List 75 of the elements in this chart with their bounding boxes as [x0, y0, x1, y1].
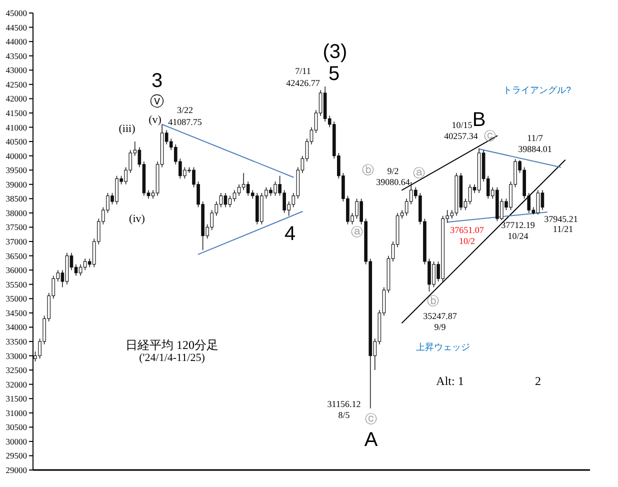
annotation: (iii) [118, 123, 136, 135]
y-tick-label: 29500 [6, 450, 27, 461]
annotation: 31156.12 [327, 399, 361, 409]
y-tick-label: 30500 [6, 422, 27, 432]
y-tick-label: 39500 [6, 165, 27, 176]
annotation: ⓥ [150, 93, 164, 109]
y-tick-label: 36500 [6, 250, 27, 261]
annotation: A [364, 429, 378, 451]
annotation: ⓑ [427, 294, 439, 308]
y-tick-label: 31500 [6, 394, 27, 404]
y-tick-label: 37000 [6, 236, 27, 246]
annotation: 37945.21 [544, 214, 578, 224]
y-tick-label: 44500 [6, 22, 27, 32]
y-tick-label: 42500 [6, 79, 27, 90]
annotation: 8/5 [338, 410, 350, 420]
annotation: 39080.64 [376, 177, 410, 187]
annotation: ⓐ [351, 225, 363, 239]
annotation: 9/2 [387, 166, 399, 176]
annotation: (3) [322, 41, 348, 63]
annotation: ('24/1/4-11/25) [139, 352, 206, 364]
annotation: B [472, 109, 486, 131]
annotation: 10/2 [458, 236, 476, 246]
annotation: 5 [328, 63, 340, 85]
y-tick-label: 42000 [6, 94, 27, 104]
annotation: ⓐ [413, 166, 425, 180]
y-tick-label: 41000 [6, 122, 27, 132]
annotation: 10/24 [508, 231, 529, 241]
y-tick-label: 40000 [6, 150, 27, 161]
y-tick-label: 45000 [6, 8, 27, 18]
annotation: Alt: 1 [436, 374, 464, 388]
y-tick-label: 36000 [6, 265, 27, 276]
y-tick-label: 30000 [6, 436, 27, 446]
annotation: 3/22 [176, 105, 194, 115]
annotation: 日経平均 120分足 [126, 338, 218, 352]
y-tick-label: 40500 [6, 136, 27, 147]
annotation: (v) [148, 114, 162, 126]
annotation: (iv) [129, 213, 146, 225]
annotation: ⓒ [365, 412, 377, 426]
annotation: 上昇ウェッジ [416, 342, 470, 352]
y-tick-label: 43500 [6, 50, 27, 61]
annotation: 37651.07 [450, 225, 484, 235]
annotation: 3 [151, 70, 163, 92]
annotation: 4 [284, 223, 296, 245]
y-tick-label: 41500 [6, 108, 27, 118]
y-tick-label: 32000 [6, 379, 27, 390]
annotation: ⓑ [362, 163, 374, 177]
y-tick-label: 29000 [6, 465, 27, 475]
y-tick-label: 34500 [6, 308, 27, 318]
annotation: 2 [535, 374, 541, 388]
annotation: トライアングル? [502, 85, 572, 95]
annotation: 41087.75 [168, 117, 202, 127]
y-tick-label: 35000 [6, 294, 27, 304]
y-tick-label: 44000 [6, 36, 27, 47]
y-tick-label: 33000 [6, 350, 27, 361]
y-tick-label: 43000 [6, 65, 27, 76]
annotation: 35247.87 [423, 311, 458, 321]
annotation: 11/7 [527, 133, 544, 143]
y-tick-label: 33500 [6, 336, 27, 346]
annotation: 37712.19 [501, 220, 536, 230]
annotation: 9/9 [434, 322, 446, 332]
y-tick-label: 39000 [6, 179, 27, 190]
y-tick-label: 38500 [6, 194, 27, 204]
annotation: ⓒ [484, 129, 496, 143]
annotation: 7/11 [295, 66, 311, 76]
annotation: 39884.01 [518, 144, 552, 154]
y-tick-label: 37500 [6, 222, 27, 232]
y-tick-label: 32500 [6, 365, 27, 376]
y-tick-label: 35500 [6, 279, 27, 290]
y-tick-label: 31000 [6, 408, 27, 418]
y-tick-label: 34000 [6, 322, 27, 332]
annotation: 40257.34 [444, 131, 478, 141]
annotation: 42426.77 [286, 78, 320, 88]
annotation: 11/21 [552, 224, 574, 234]
annotation: 10/15 [452, 120, 473, 130]
y-tick-label: 38000 [6, 208, 27, 218]
